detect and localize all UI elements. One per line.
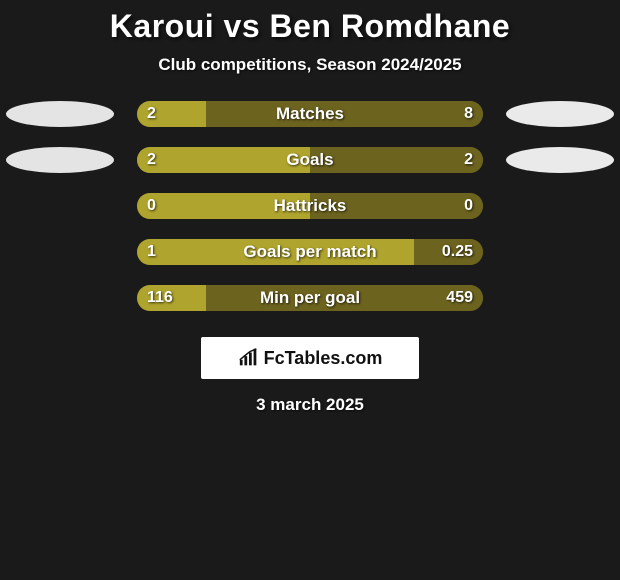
- bar-chart-icon: [238, 347, 260, 369]
- title-vs: vs: [224, 8, 261, 44]
- stat-label: Matches: [137, 101, 483, 127]
- stat-row: 00Hattricks: [0, 193, 620, 239]
- date-label: 3 march 2025: [0, 395, 620, 415]
- stat-label: Goals: [137, 147, 483, 173]
- subtitle: Club competitions, Season 2024/2025: [0, 55, 620, 75]
- stat-row: 10.25Goals per match: [0, 239, 620, 285]
- player2-ellipse: [506, 147, 614, 173]
- stat-label: Hattricks: [137, 193, 483, 219]
- player1-ellipse: [6, 101, 114, 127]
- stat-bar: 00Hattricks: [137, 193, 483, 219]
- branding-box[interactable]: FcTables.com: [201, 337, 419, 379]
- title-player1: Karoui: [110, 8, 214, 44]
- stats-rows: 28Matches 22Goals 00Hattricks 10.25Goals pe…: [0, 101, 620, 331]
- stat-bar: 22Goals: [137, 147, 483, 173]
- player2-ellipse: [506, 101, 614, 127]
- stat-bar: 10.25Goals per match: [137, 239, 483, 265]
- stat-row: 116459Min per goal: [0, 285, 620, 331]
- stat-label: Goals per match: [137, 239, 483, 265]
- player1-ellipse: [6, 147, 114, 173]
- title-player2: Ben Romdhane: [270, 8, 511, 44]
- stat-row: 22Goals: [0, 147, 620, 193]
- stat-label: Min per goal: [137, 285, 483, 311]
- stat-bar: 28Matches: [137, 101, 483, 127]
- comparison-widget: Karoui vs Ben Romdhane Club competitions…: [0, 0, 620, 415]
- branding-text: FcTables.com: [264, 348, 383, 369]
- page-title: Karoui vs Ben Romdhane: [0, 8, 620, 45]
- stat-bar: 116459Min per goal: [137, 285, 483, 311]
- stat-row: 28Matches: [0, 101, 620, 147]
